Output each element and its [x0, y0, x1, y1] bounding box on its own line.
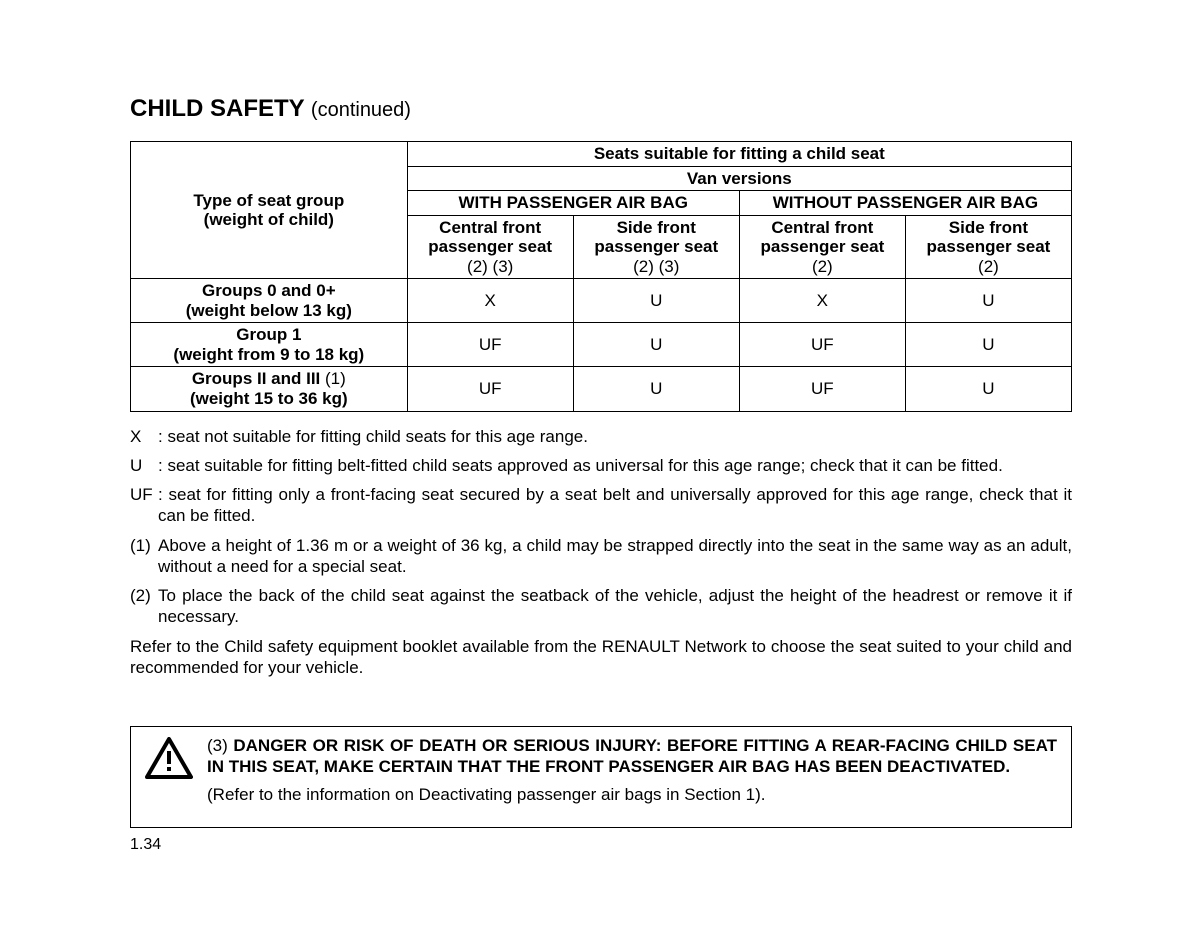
warning-box: (3) DANGER OR RISK OF DEATH OR SERIOUS I… — [130, 726, 1072, 828]
table-row: Group 1 (weight from 9 to 18 kg) UF U UF… — [131, 323, 1072, 367]
row-label: Groups 0 and 0+ (weight below 13 kg) — [131, 279, 408, 323]
page-number: 1.34 — [130, 836, 1072, 854]
cell: U — [905, 323, 1071, 367]
definition: UF : seat for fitting only a front-facin… — [130, 484, 1072, 527]
warning-text: (3) DANGER OR RISK OF DEATH OR SERIOUS I… — [207, 735, 1057, 805]
warning-prefix: (3) — [207, 736, 233, 755]
cell: U — [573, 367, 739, 411]
top-header: Seats suitable for fitting a child seat — [407, 142, 1071, 167]
cell: UF — [739, 367, 905, 411]
col4-header: Side front passenger seat (2) — [905, 215, 1071, 279]
document-page: CHILD SAFETY (continued) Type of seat gr… — [0, 0, 1200, 854]
cell: X — [739, 279, 905, 323]
cell: U — [905, 367, 1071, 411]
row-header: Type of seat group (weight of child) — [131, 142, 408, 279]
cell: U — [905, 279, 1071, 323]
warning-icon — [145, 735, 193, 805]
col1-header: Central front passenger seat (2) (3) — [407, 215, 573, 279]
definitions-list: X : seat not suitable for fitting child … — [130, 426, 1072, 628]
table-body: Groups 0 and 0+ (weight below 13 kg) X U… — [131, 279, 1072, 411]
child-seat-table: Type of seat group (weight of child) Sea… — [130, 141, 1072, 412]
van-header: Van versions — [407, 166, 1071, 191]
warning-danger: DANGER OR RISK OF DEATH OR SERIOUS INJUR… — [207, 736, 1057, 776]
row-label: Groups II and III (1) (weight 15 to 36 k… — [131, 367, 408, 411]
rowhead-l1: Type of seat group — [193, 191, 344, 210]
definition: X : seat not suitable for fitting child … — [130, 426, 1072, 447]
rowhead-l2: (weight of child) — [204, 210, 334, 229]
refer-paragraph: Refer to the Child safety equipment book… — [130, 636, 1072, 679]
with-airbag-header: WITH PASSENGER AIR BAG — [407, 191, 739, 216]
definition: (2) To place the back of the child seat … — [130, 585, 1072, 628]
without-airbag-header: WITHOUT PASSENGER AIR BAG — [739, 191, 1071, 216]
cell: UF — [739, 323, 905, 367]
definition: U : seat suitable for fitting belt-fitte… — [130, 455, 1072, 476]
title-continued: (continued) — [311, 99, 411, 121]
table-row: Groups 0 and 0+ (weight below 13 kg) X U… — [131, 279, 1072, 323]
col2-header: Side front passenger seat (2) (3) — [573, 215, 739, 279]
cell: UF — [407, 367, 573, 411]
definition: (1) Above a height of 1.36 m or a weight… — [130, 535, 1072, 578]
cell: U — [573, 323, 739, 367]
cell: X — [407, 279, 573, 323]
warning-refer: (Refer to the information on Deactivatin… — [207, 785, 765, 804]
table-row: Groups II and III (1) (weight 15 to 36 k… — [131, 367, 1072, 411]
title-main: CHILD SAFETY — [130, 95, 311, 122]
page-title: CHILD SAFETY (continued) — [130, 95, 1072, 123]
row-label: Group 1 (weight from 9 to 18 kg) — [131, 323, 408, 367]
cell: UF — [407, 323, 573, 367]
col3-header: Central front passenger seat (2) — [739, 215, 905, 279]
cell: U — [573, 279, 739, 323]
